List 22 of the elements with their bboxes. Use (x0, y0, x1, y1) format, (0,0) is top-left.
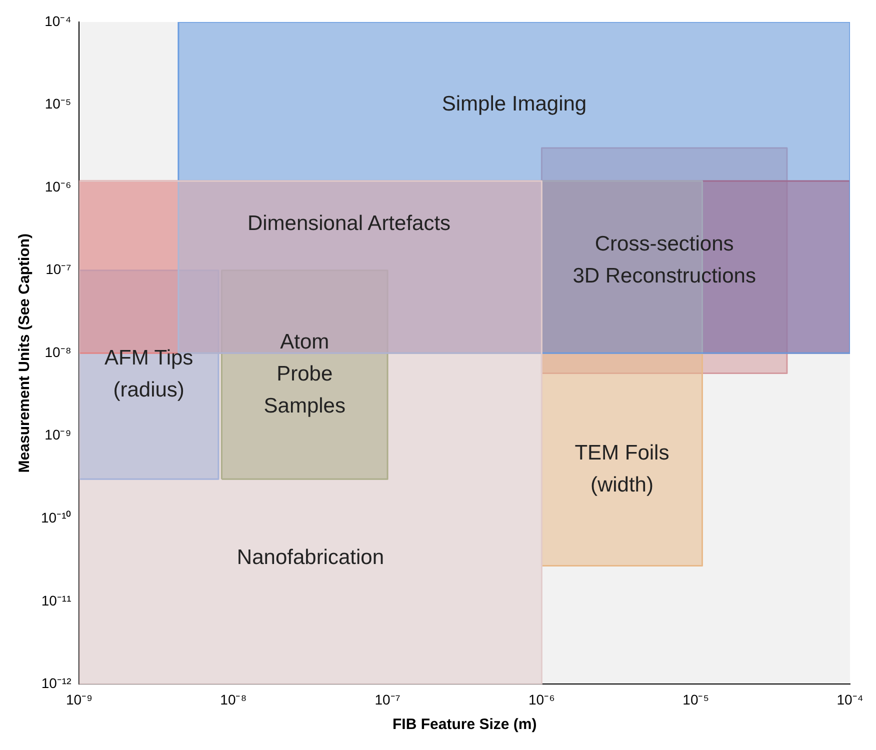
y-axis-title: Measurement Units (See Caption) (16, 233, 34, 473)
x-tick-label: 10⁻⁸ (220, 691, 247, 708)
y-tick-label: 10⁻⁶ (44, 178, 72, 194)
series-label: Nanofabrication (236, 546, 384, 570)
y-tick-label: 10⁻¹² (41, 675, 72, 692)
y-tick-label: 10⁻⁸ (44, 344, 72, 360)
y-tick-label: 10⁻⁴ (44, 12, 72, 29)
x-tick-label: 10⁻⁵ (682, 691, 710, 708)
x-axis-title: FIB Feature Size (m) (392, 716, 537, 734)
x-tick-label: 10⁻⁹ (66, 691, 93, 708)
x-tick-label: 10⁻⁷ (374, 691, 400, 708)
series-label: TEM Foils (width) (574, 441, 670, 496)
y-tick-label: 10⁻⁹ (44, 426, 72, 443)
y-tick-label: 10⁻¹¹ (41, 592, 72, 608)
x-tick-label: 10⁻⁴ (836, 691, 864, 708)
series-label: Simple Imaging (442, 92, 587, 116)
y-tick-label: 10⁻⁷ (46, 261, 72, 278)
series-label: Atom Probe Samples (264, 330, 346, 418)
y-tick-label: 10⁻¹⁰ (41, 510, 72, 526)
series-label: AFM Tips (radius) (104, 346, 194, 402)
y-tick-label: 10⁻⁵ (44, 96, 72, 112)
x-tick-label: 10⁻⁶ (528, 691, 555, 708)
